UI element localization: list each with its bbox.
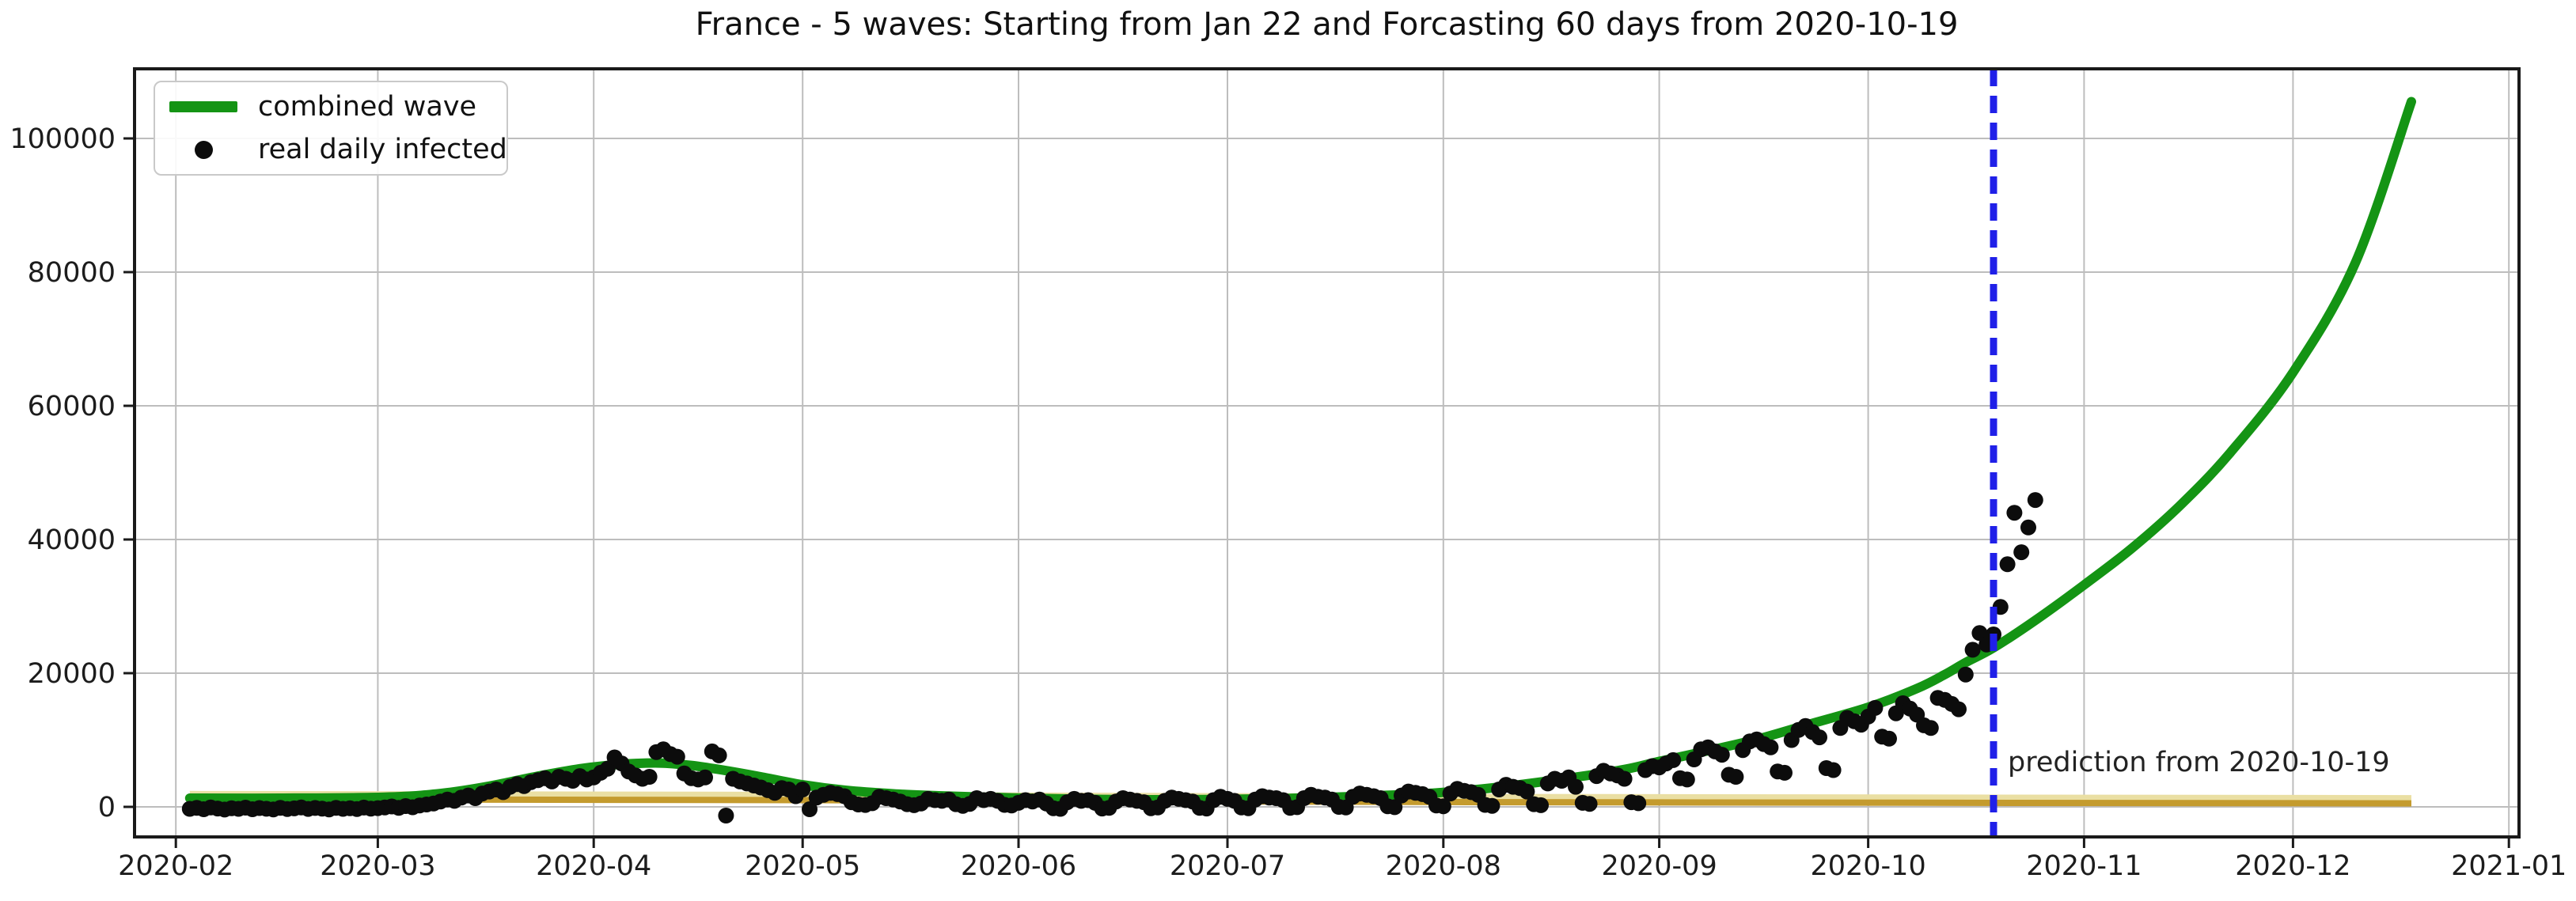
scatter-points xyxy=(181,492,2043,823)
data-point xyxy=(1728,769,1744,785)
data-point xyxy=(1679,771,1695,788)
y-tick-label: 60000 xyxy=(28,391,116,422)
x-tick-label: 2020-06 xyxy=(961,850,1076,882)
x-tick-label: 2020-10 xyxy=(1810,850,1925,882)
data-point xyxy=(1568,778,1584,795)
data-point xyxy=(2027,492,2043,509)
data-point xyxy=(1519,783,1535,800)
legend: combined wave real daily infected xyxy=(154,81,508,176)
data-point xyxy=(2006,505,2023,521)
data-point xyxy=(1777,764,1793,781)
x-tick-label: 2020-04 xyxy=(536,850,651,882)
data-point xyxy=(1616,770,1633,787)
x-tick-labels: 2020-02 2020-03 2020-04 2020-05 2020-06 2020-… xyxy=(118,850,2567,882)
x-tick-label: 2020-07 xyxy=(1170,850,1285,882)
data-point xyxy=(1964,642,1981,658)
data-point xyxy=(1812,729,1827,746)
y-tick-label: 0 xyxy=(98,792,116,823)
y-tick-label: 100000 xyxy=(9,123,116,155)
prediction-annotation: prediction from 2020-10-19 xyxy=(2008,747,2390,778)
y-tick-label: 20000 xyxy=(28,658,116,690)
x-tick-label: 2020-02 xyxy=(118,850,233,882)
combined-wave-line xyxy=(184,97,2416,805)
x-tick-label: 2020-11 xyxy=(2026,850,2142,882)
tick-marks xyxy=(123,137,2510,848)
y-tick-labels: 0 20000 40000 60000 80000 100000 xyxy=(9,123,116,823)
data-point xyxy=(697,769,713,786)
data-point xyxy=(1762,739,1779,755)
data-point xyxy=(1867,699,1884,716)
x-tick-label: 2020-08 xyxy=(1386,850,1501,882)
data-point xyxy=(1825,762,1842,778)
y-tick-label: 80000 xyxy=(28,257,116,289)
data-point xyxy=(1713,747,1730,763)
data-point xyxy=(1971,625,1988,642)
x-tick-label: 2020-12 xyxy=(2235,850,2350,882)
data-point xyxy=(1951,701,1967,717)
combined-wave-line-icon xyxy=(169,101,237,112)
data-point xyxy=(802,801,818,817)
data-point xyxy=(1484,797,1500,814)
data-point xyxy=(2020,519,2036,536)
legend-item-real-daily-infected: real daily infected xyxy=(155,128,507,171)
scatter-dot-icon xyxy=(169,140,237,159)
x-tick-label: 2020-05 xyxy=(745,850,860,882)
x-tick-label: 2020-09 xyxy=(1601,850,1717,882)
legend-item-combined-wave: combined wave xyxy=(155,85,506,128)
data-point xyxy=(1435,798,1451,815)
data-point xyxy=(1922,720,1939,736)
legend-label: real daily infected xyxy=(258,134,507,165)
data-point xyxy=(1665,751,1682,768)
data-point xyxy=(795,782,811,797)
legend-label: combined wave xyxy=(258,91,477,123)
data-point xyxy=(669,748,685,765)
axes-frame xyxy=(133,67,2521,839)
data-point xyxy=(711,747,727,763)
data-point xyxy=(641,769,658,785)
data-point xyxy=(1581,796,1598,812)
chart-title: France - 5 waves: Starting from Jan 22 a… xyxy=(695,6,1959,43)
data-point xyxy=(1387,799,1403,816)
gridlines xyxy=(135,69,2519,837)
data-point xyxy=(599,760,616,777)
data-point xyxy=(1881,730,1897,747)
data-point xyxy=(1999,556,2016,573)
x-tick-label: 2020-03 xyxy=(320,850,435,882)
data-point xyxy=(1630,795,1647,812)
data-point xyxy=(1957,666,1974,683)
data-point xyxy=(2013,544,2030,561)
data-point xyxy=(1533,797,1549,813)
y-tick-label: 40000 xyxy=(28,524,116,556)
data-point xyxy=(718,808,734,823)
x-tick-label: 2021-01 xyxy=(2451,850,2567,882)
